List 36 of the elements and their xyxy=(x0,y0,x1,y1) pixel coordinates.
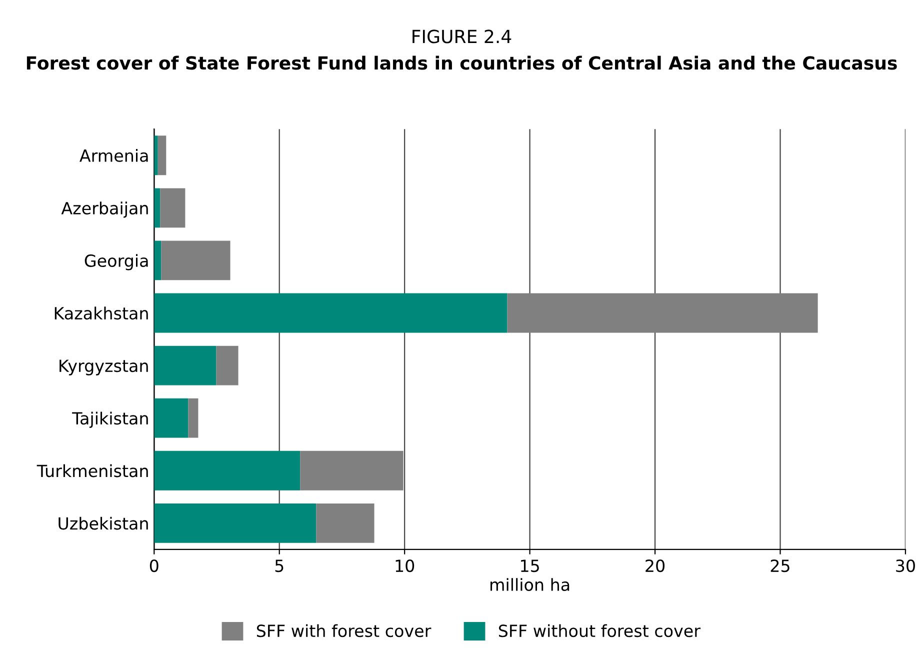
bar xyxy=(154,293,508,333)
y-tick-label: Turkmenistan xyxy=(36,464,148,478)
bar xyxy=(154,398,188,438)
x-tick-label: 25 xyxy=(770,559,790,572)
x-tick-label: 10 xyxy=(396,559,414,572)
bar xyxy=(188,398,198,438)
chart-title: FIGURE 2.4 xyxy=(412,30,512,44)
x-tick-label: 0 xyxy=(150,559,158,572)
x-axis-title: million ha xyxy=(490,578,570,591)
y-tick-label: Armenia xyxy=(80,149,148,162)
y-tick-label: Kyrgyzstan xyxy=(60,360,148,376)
bar xyxy=(316,503,374,543)
y-tick-label: Kazakhstan xyxy=(54,306,148,320)
bar xyxy=(161,240,230,280)
bar xyxy=(154,503,316,543)
bar xyxy=(300,450,404,490)
bar xyxy=(154,136,158,176)
y-tick-label: Tajikistan xyxy=(72,412,148,428)
chart-subtitle: Forest cover of State Forest Fund lands in countries of Central Asia and the Caucasus xyxy=(26,56,897,70)
y-tick-label: Azerbaijan xyxy=(61,202,148,218)
x-tick-label: 20 xyxy=(646,559,665,572)
y-tick-label: Uzbekistan xyxy=(58,516,148,530)
bar xyxy=(216,346,238,386)
y-tick-label: Georgia xyxy=(84,254,148,270)
bar xyxy=(154,346,216,386)
x-tick-label: 30 xyxy=(896,559,915,572)
x-tick-label: 5 xyxy=(275,560,284,572)
bar xyxy=(154,240,162,280)
bar xyxy=(507,293,818,333)
legend-label: SFF without forest cover xyxy=(498,624,700,638)
legend-label: SFF with forest cover xyxy=(256,624,432,638)
bar xyxy=(158,136,166,176)
bar xyxy=(154,188,160,228)
bar xyxy=(154,450,300,490)
x-tick-label: 15 xyxy=(521,560,539,572)
bar xyxy=(160,188,186,228)
